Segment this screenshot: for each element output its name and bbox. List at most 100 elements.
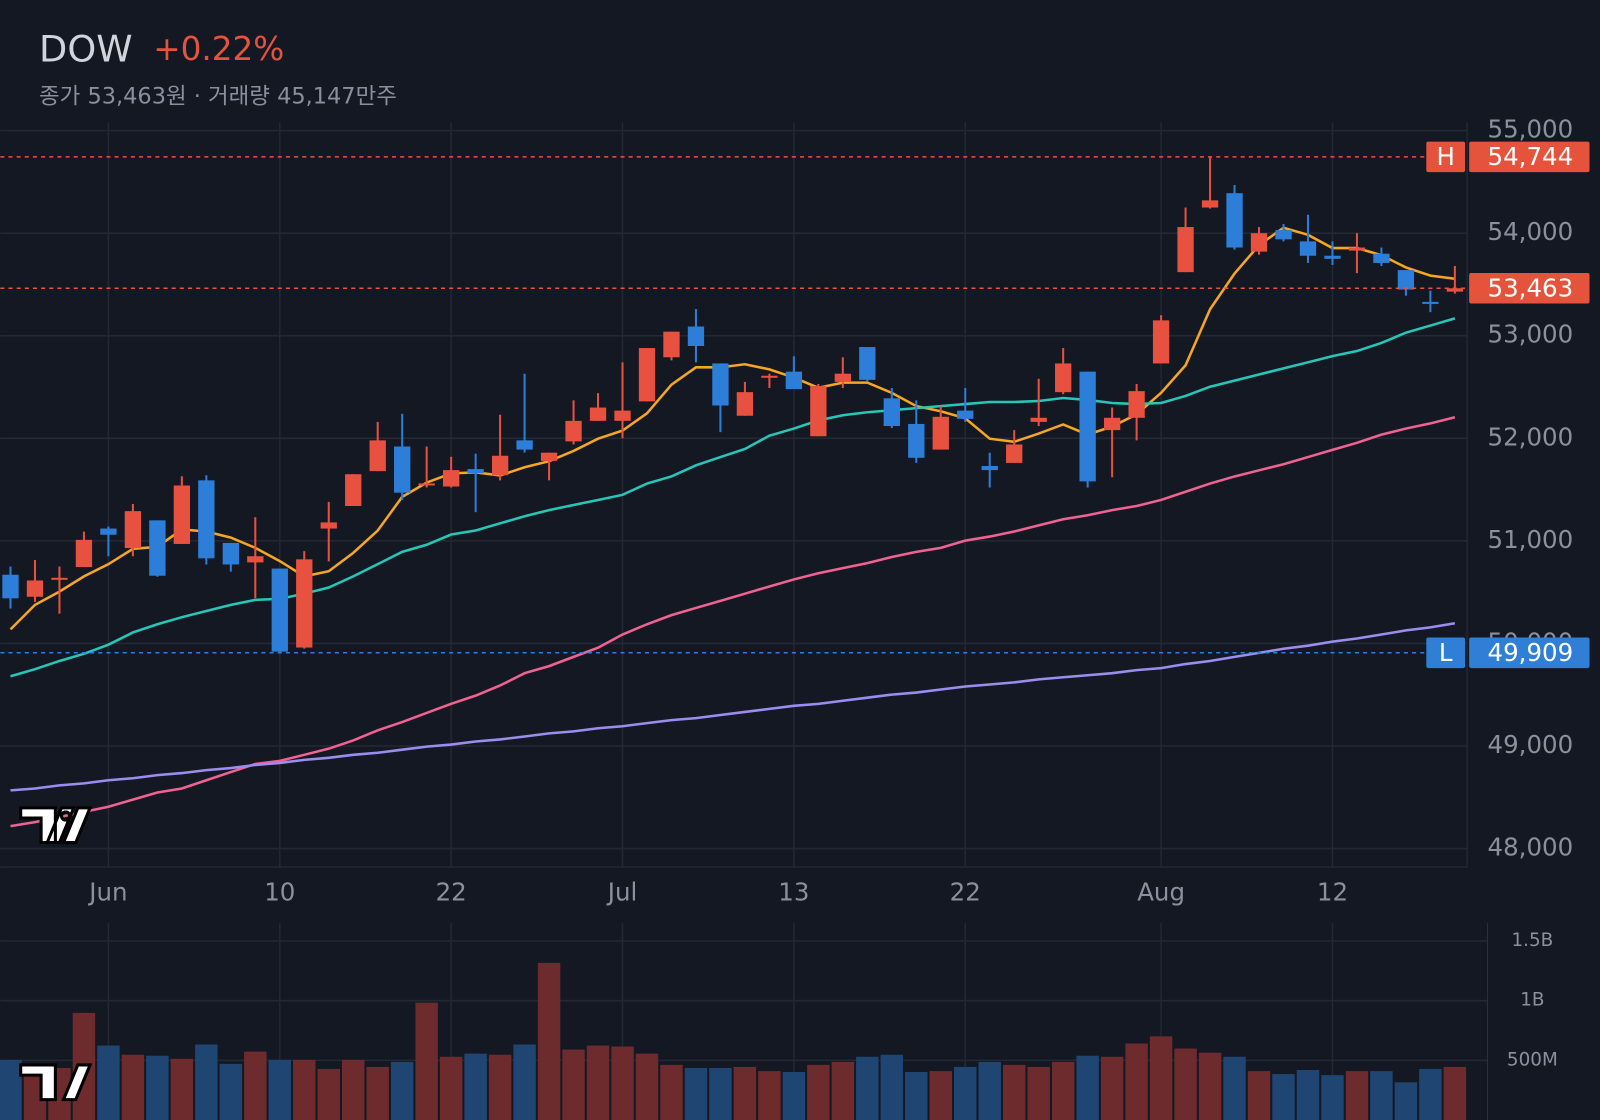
volume-bar: [1076, 1055, 1099, 1120]
volume-bar: [1027, 1066, 1050, 1120]
marker-name: L: [1439, 638, 1453, 667]
volume-bar: [1198, 1052, 1222, 1120]
volume-bar: [488, 1054, 512, 1120]
volume-bar: [978, 1061, 1001, 1120]
candle-body: [932, 416, 949, 450]
marker-name-badge: [1426, 141, 1466, 173]
candle-body: [589, 407, 607, 421]
volume-bar: [170, 1058, 194, 1120]
moving-average: [10, 621, 1456, 792]
volume-bar: [586, 1045, 610, 1120]
candle-body: [1030, 417, 1047, 422]
volume-bar: [1321, 1075, 1344, 1120]
subtitle: 종가 53,463원 · 거래량 45,147만주: [39, 83, 397, 109]
x-tick-label: Jun: [87, 878, 127, 907]
volume-bar: [1002, 1064, 1026, 1120]
candle-body: [26, 580, 44, 597]
volume-bar: [856, 1056, 879, 1120]
candle-body: [1128, 391, 1145, 418]
y-tick-label: 51,000: [1488, 525, 1574, 554]
volume-bar: [439, 1056, 463, 1120]
volume-bar: [1149, 1036, 1173, 1120]
volume-tick-label: 500M: [1507, 1049, 1558, 1070]
volume-bar: [1125, 1043, 1148, 1120]
volume-bar: [1100, 1056, 1124, 1120]
volume-tick-label: 1.5B: [1511, 930, 1553, 951]
candle-body: [981, 465, 998, 471]
candle-body: [1422, 301, 1439, 304]
logo: [19, 1063, 93, 1102]
volume-bar: [537, 962, 561, 1120]
volume-bar: [195, 1044, 218, 1120]
volume-bar: [929, 1071, 952, 1120]
marker-value-badge: [1469, 637, 1590, 669]
candle-body: [687, 326, 705, 346]
marker-value: 49,909: [1488, 638, 1574, 667]
volume-bar: [905, 1072, 928, 1120]
volume-bar: [464, 1053, 487, 1120]
candle-body: [785, 371, 803, 390]
volume-bar: [1223, 1056, 1246, 1120]
candle-body: [149, 520, 166, 576]
y-tick-label: 48,000: [1488, 833, 1574, 862]
candle-body: [834, 373, 852, 382]
volume-bar: [390, 1061, 414, 1120]
volume-bar: [97, 1045, 120, 1120]
volume-bar: [1272, 1074, 1295, 1120]
volume-bar: [660, 1064, 683, 1120]
candle-body: [1177, 227, 1194, 273]
volume-bar: [219, 1063, 243, 1120]
volume-bar: [709, 1067, 732, 1120]
y-tick-label: 54,000: [1488, 217, 1574, 246]
candle-body: [51, 577, 68, 580]
candle-body: [271, 568, 288, 652]
volume-bar: [293, 1059, 316, 1120]
volume-bar: [1296, 1070, 1320, 1120]
x-tick-label: 13: [778, 878, 809, 907]
marker-value-badge: [1469, 141, 1590, 173]
candle-body: [1250, 233, 1268, 252]
volume-bar: [1443, 1066, 1467, 1120]
volume-bar: [513, 1044, 536, 1120]
x-tick-label: Jul: [606, 878, 638, 907]
volume-bar: [268, 1059, 292, 1120]
candle-body: [2, 574, 19, 599]
y-tick-label: 49,000: [1488, 730, 1574, 759]
change: +0.22%: [153, 30, 284, 68]
volume-bar: [415, 1002, 438, 1120]
candle-body: [296, 559, 313, 648]
volume-bar: [1345, 1071, 1369, 1120]
candle-body: [1055, 363, 1072, 393]
symbol: DOW: [39, 28, 132, 71]
volume-bar: [880, 1054, 904, 1120]
candle-body: [247, 556, 264, 563]
volume-bar: [1419, 1068, 1442, 1120]
volume-bar: [121, 1054, 145, 1120]
candle-body: [1299, 241, 1317, 256]
volume-bar: [758, 1071, 781, 1120]
volume-bar: [684, 1067, 708, 1120]
candle-body: [467, 469, 484, 474]
y-tick-label: 55,000: [1488, 115, 1574, 144]
volume-bar: [1370, 1071, 1393, 1120]
volume-bar: [954, 1066, 977, 1120]
candle-body: [75, 539, 93, 568]
candle-body: [418, 483, 435, 486]
x-tick-label: 10: [264, 878, 295, 907]
candle-body: [1006, 444, 1023, 463]
candle-body: [100, 528, 117, 535]
candle-body: [1373, 253, 1390, 263]
candle-body: [1324, 255, 1341, 259]
candle-body: [957, 410, 974, 419]
volume-bar: [635, 1053, 659, 1120]
candle-body: [859, 347, 876, 380]
candle-body: [663, 331, 680, 358]
volume-tick-label: 1B: [1520, 990, 1544, 1011]
candle-body: [614, 410, 631, 421]
volume-bar: [146, 1055, 169, 1120]
marker-value: 54,744: [1488, 142, 1574, 171]
candle-body: [638, 348, 656, 402]
x-tick-label: 22: [436, 878, 467, 907]
candle-body: [198, 480, 215, 559]
candle-body: [369, 440, 386, 472]
